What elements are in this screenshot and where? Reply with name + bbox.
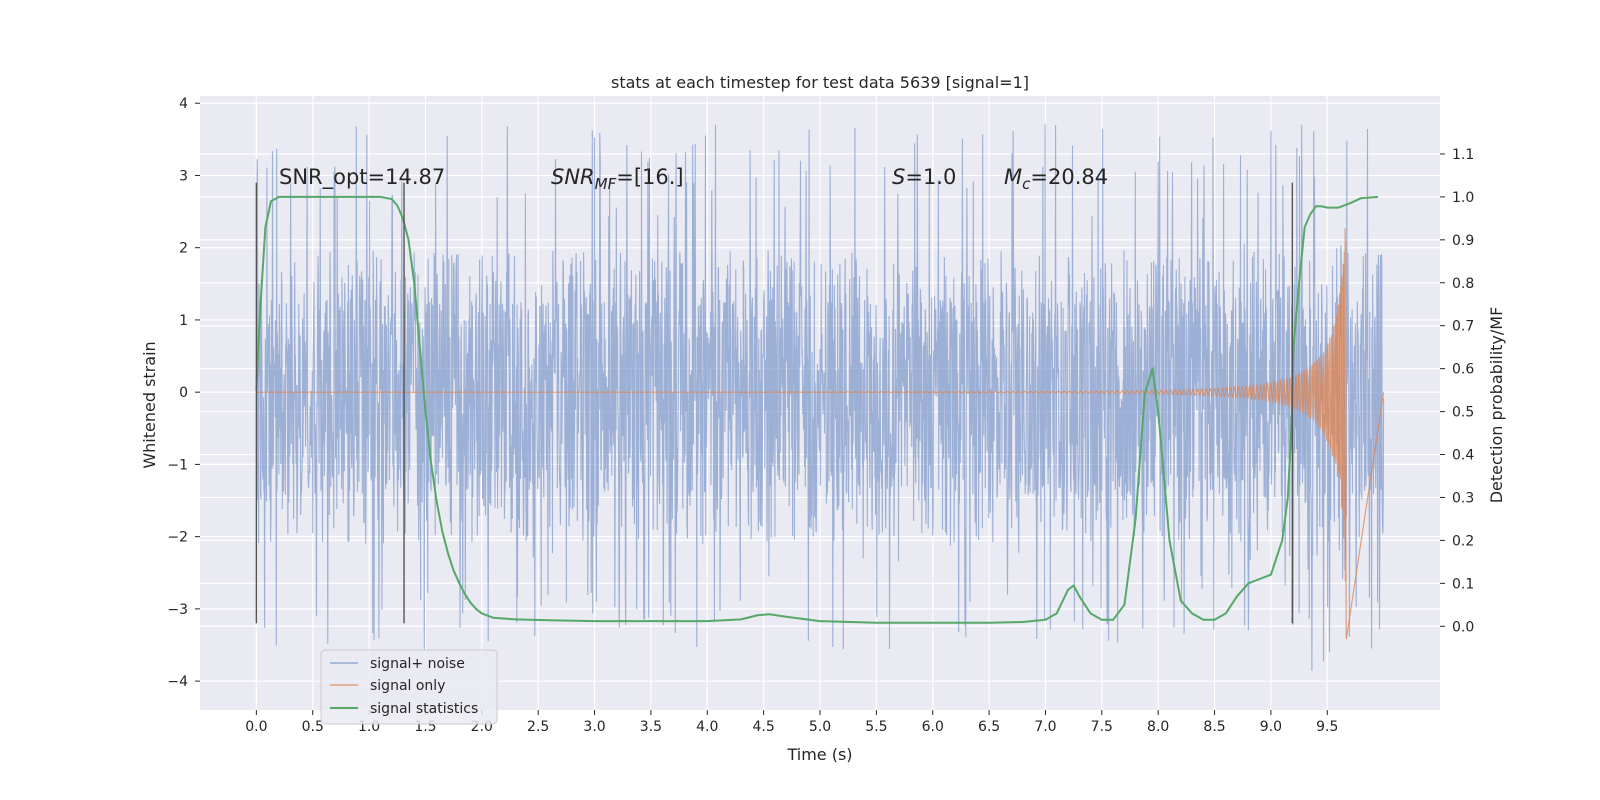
y-axis-ticks: 4 3 2 1 0 −1 −2 −3 −4 [167, 96, 200, 690]
y2-tick-label: 1.0 [1452, 190, 1474, 206]
y2-tick-label: 0.1 [1452, 576, 1474, 592]
annotation-snr-mf-var: SNR [551, 165, 595, 189]
x-tick-label: 2.5 [527, 719, 549, 735]
chart-title: stats at each timestep for test data 563… [611, 73, 1029, 92]
y2-tick-label: 0.2 [1452, 533, 1474, 549]
y-tick-label: 1 [179, 313, 188, 329]
annotation-s-val: =1.0 [905, 165, 956, 189]
y2-tick-label: 0.3 [1452, 490, 1474, 506]
legend: signal+ noise signal only signal statist… [320, 649, 498, 725]
y-tick-label: −4 [167, 674, 188, 690]
x-tick-label: 5.5 [865, 719, 887, 735]
series-layer [255, 123, 1385, 671]
annotation-snr-mf-sub: MF [595, 175, 617, 193]
x-tick-label: 7.0 [1034, 719, 1056, 735]
y2-tick-label: 1.1 [1452, 147, 1474, 163]
x-axis-label: Time (s) [786, 745, 852, 764]
y2-axis-label: Detection probability/MF [1487, 307, 1506, 504]
annotation-mc-val: =20.84 [1030, 165, 1108, 189]
annotation-mc-sub: c [1022, 175, 1031, 193]
y2-tick-label: 0.4 [1452, 448, 1474, 464]
y2-tick-label: 0.5 [1452, 405, 1474, 421]
x-tick-label: 0.5 [302, 719, 324, 735]
y2-axis-ticks: 1.1 1.0 0.9 0.8 0.7 0.6 0.5 0.4 0.3 0.2 0.1 0.0 [1440, 147, 1474, 635]
x-tick-label: 7.5 [1091, 719, 1113, 735]
x-tick-label: 6.0 [922, 719, 944, 735]
x-tick-label: 3.0 [583, 719, 605, 735]
annotation-snr-opt: SNR_opt=14.87 [279, 165, 445, 190]
legend-box [320, 649, 498, 725]
legend-label-statistics: signal statistics [370, 701, 478, 717]
annotation-mc-var: M [1004, 165, 1022, 189]
y-tick-label: −2 [167, 530, 188, 546]
y-tick-label: 0 [179, 385, 188, 401]
x-tick-label: 8.5 [1203, 719, 1225, 735]
series-signal-only [256, 228, 1385, 640]
series-signal-statistics [255, 195, 1379, 624]
y-tick-label: 3 [179, 168, 188, 184]
x-tick-label: 4.5 [753, 719, 775, 735]
x-tick-label: 0.0 [245, 719, 267, 735]
legend-label-noise: signal+ noise [370, 656, 465, 672]
annotation-mc: Mc=20.84 [1004, 165, 1108, 193]
annotation-snr-mf: SNRMF=[16.] [551, 165, 684, 193]
x-tick-label: 6.5 [978, 719, 1000, 735]
annotations: SNR_opt=14.87 SNRMF=[16.] S=1.0 Mc=20.84 [279, 165, 1108, 193]
x-tick-label: 9.5 [1316, 719, 1338, 735]
annotation-s: S=1.0 [892, 165, 956, 189]
y2-tick-label: 0.0 [1452, 619, 1474, 635]
y2-tick-label: 0.8 [1452, 276, 1474, 292]
x-tick-label: 5.0 [809, 719, 831, 735]
y-axis-label: Whitened strain [140, 341, 159, 468]
legend-label-signal: signal only [370, 678, 445, 694]
y-tick-label: 4 [179, 96, 188, 112]
x-tick-label: 4.0 [696, 719, 718, 735]
y2-tick-label: 0.9 [1452, 233, 1474, 249]
series-signal-noise [255, 123, 1385, 671]
y-tick-label: 2 [179, 241, 188, 257]
y2-tick-label: 0.6 [1452, 362, 1474, 378]
y2-tick-label: 0.7 [1452, 319, 1474, 335]
vertical-markers [255, 182, 1294, 624]
y-tick-label: −1 [167, 457, 188, 473]
y-tick-label: −3 [167, 602, 188, 618]
x-tick-label: 3.5 [640, 719, 662, 735]
annotation-snr-mf-val: =[16.] [616, 165, 683, 189]
x-tick-label: 9.0 [1260, 719, 1282, 735]
x-tick-label: 8.0 [1147, 719, 1169, 735]
annotation-s-var: S [892, 165, 905, 189]
x-axis-ticks: 0.0 0.5 1.0 1.5 2.0 2.5 3.0 3.5 4.0 4.5 5.0 5.5 6.0 6… [245, 710, 1338, 735]
